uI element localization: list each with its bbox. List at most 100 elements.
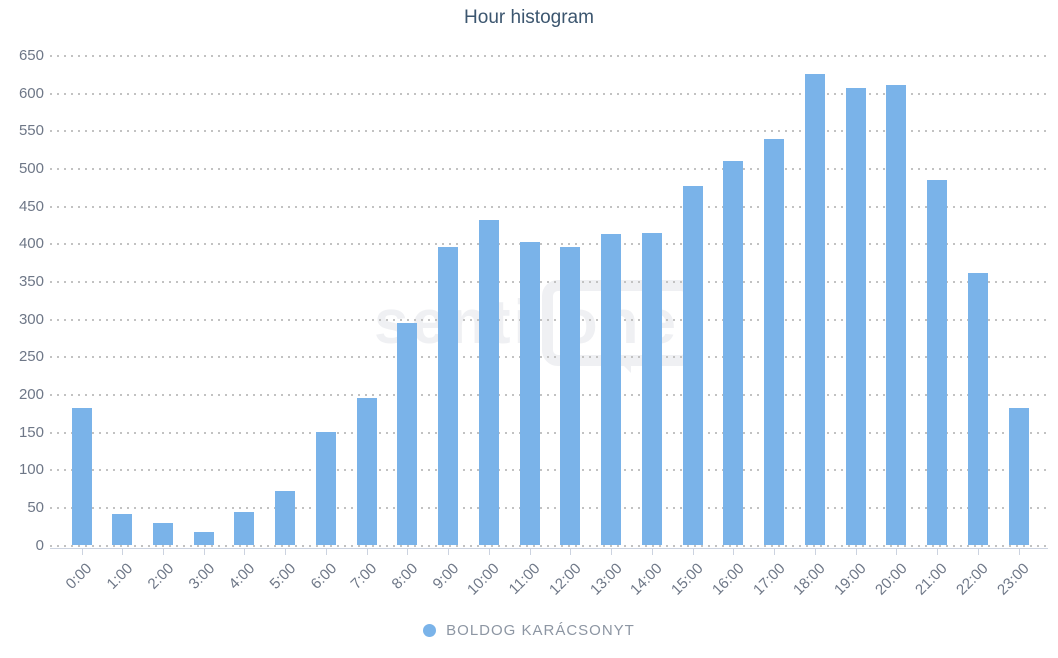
x-tick xyxy=(366,549,368,555)
x-axis-label: 12:00 xyxy=(545,560,585,599)
x-tick xyxy=(81,549,83,555)
x-axis-label: 10:00 xyxy=(464,560,503,599)
x-tick xyxy=(407,549,409,555)
histogram-bar[interactable] xyxy=(356,397,377,546)
gridline xyxy=(50,55,1048,57)
y-axis-label: 500 xyxy=(18,159,44,177)
y-axis-label: 450 xyxy=(18,197,44,215)
x-tick xyxy=(285,549,287,555)
legend-item-label: BOLDOG KARÁCSONYT xyxy=(446,622,635,639)
gridline xyxy=(50,506,1048,509)
y-axis-label: 600 xyxy=(18,84,44,102)
y-axis-label: 300 xyxy=(18,310,44,328)
y-axis-label: 50 xyxy=(27,498,44,516)
x-tick xyxy=(122,549,124,555)
x-tick xyxy=(529,549,531,555)
x-axis-label: 15:00 xyxy=(668,560,707,599)
gridline xyxy=(50,130,1048,133)
x-axis-label: 0:00 xyxy=(62,560,96,593)
x-tick xyxy=(937,549,939,555)
x-tick xyxy=(244,549,246,555)
histogram-bar[interactable] xyxy=(886,85,907,546)
x-tick xyxy=(692,549,694,555)
y-axis-label: 100 xyxy=(18,461,44,479)
x-axis-label: 16:00 xyxy=(708,560,748,599)
histogram-bar[interactable] xyxy=(764,138,785,546)
x-tick xyxy=(896,549,898,555)
x-axis-label: 14:00 xyxy=(627,560,666,599)
gridline xyxy=(50,205,1048,208)
x-axis-label: 23:00 xyxy=(993,560,1033,599)
histogram-bar[interactable] xyxy=(234,512,255,546)
gridline xyxy=(50,243,1048,246)
gridline xyxy=(50,356,1048,359)
gridline xyxy=(50,544,1048,547)
x-axis-label: 19:00 xyxy=(830,560,870,599)
y-axis-label: 400 xyxy=(18,235,44,253)
x-axis-label: 5:00 xyxy=(266,560,300,593)
x-axis-label: 9:00 xyxy=(429,560,463,593)
x-tick xyxy=(855,549,857,555)
x-tick xyxy=(611,549,613,555)
x-axis-label: 2:00 xyxy=(144,560,178,593)
y-axis-label: 0 xyxy=(35,536,44,554)
gridline xyxy=(50,318,1048,321)
histogram-bar[interactable] xyxy=(601,234,622,546)
y-axis-label: 550 xyxy=(18,122,44,140)
histogram-bar[interactable] xyxy=(641,232,662,546)
x-axis-label: 3:00 xyxy=(185,560,218,593)
x-tick xyxy=(570,549,572,555)
y-axis-label: 150 xyxy=(18,423,44,441)
histogram-bar[interactable] xyxy=(1008,407,1029,546)
x-axis-label: 7:00 xyxy=(348,560,381,593)
gridline xyxy=(50,431,1048,434)
histogram-bar[interactable] xyxy=(315,431,336,546)
x-axis-label: 8:00 xyxy=(388,560,422,593)
histogram-bar[interactable] xyxy=(112,513,133,546)
x-tick xyxy=(488,549,490,555)
histogram-bar[interactable] xyxy=(71,407,92,546)
gridline xyxy=(50,469,1048,472)
legend-item[interactable]: BOLDOG KARÁCSONYT xyxy=(0,622,1058,639)
histogram-bar[interactable] xyxy=(519,242,540,546)
y-axis-label: 350 xyxy=(18,272,44,290)
x-axis-label: 13:00 xyxy=(586,560,626,599)
histogram-bar[interactable] xyxy=(682,185,703,546)
x-tick xyxy=(814,549,816,555)
histogram-bar[interactable] xyxy=(397,323,418,546)
x-axis-label: 18:00 xyxy=(790,560,829,599)
x-axis-line xyxy=(50,548,1048,549)
x-axis-label: 20:00 xyxy=(871,560,911,599)
x-axis-label: 21:00 xyxy=(912,560,952,599)
x-axis-label: 4:00 xyxy=(225,560,259,593)
x-axis-label: 11:00 xyxy=(505,560,544,598)
histogram-bar[interactable] xyxy=(478,220,499,546)
y-axis-label: 200 xyxy=(18,385,44,403)
chart-title: Hour histogram xyxy=(464,7,594,28)
histogram-bar[interactable] xyxy=(927,179,948,546)
histogram-bar[interactable] xyxy=(804,74,825,546)
x-tick xyxy=(774,549,776,555)
x-axis-label: 22:00 xyxy=(953,560,992,599)
x-axis-label: 6:00 xyxy=(307,560,340,593)
x-tick xyxy=(1018,549,1020,555)
histogram-bar[interactable] xyxy=(560,246,581,546)
histogram-bar[interactable] xyxy=(152,522,173,546)
x-tick xyxy=(162,549,164,555)
gridline xyxy=(50,92,1048,95)
x-tick xyxy=(325,549,327,555)
legend-marker-icon xyxy=(423,624,437,637)
y-axis-label: 250 xyxy=(18,348,44,366)
x-axis-label: 1:00 xyxy=(103,560,137,593)
histogram-bar[interactable] xyxy=(275,490,296,546)
histogram-bar[interactable] xyxy=(193,531,214,546)
x-tick xyxy=(448,549,450,555)
histogram-bar[interactable] xyxy=(967,272,988,546)
y-axis-label: 650 xyxy=(18,47,44,64)
histogram-bar[interactable] xyxy=(845,87,866,546)
gridline xyxy=(50,393,1048,396)
gridline xyxy=(50,280,1048,283)
histogram-bar[interactable] xyxy=(438,246,459,546)
x-tick xyxy=(977,549,979,555)
histogram-bar[interactable] xyxy=(723,161,744,546)
